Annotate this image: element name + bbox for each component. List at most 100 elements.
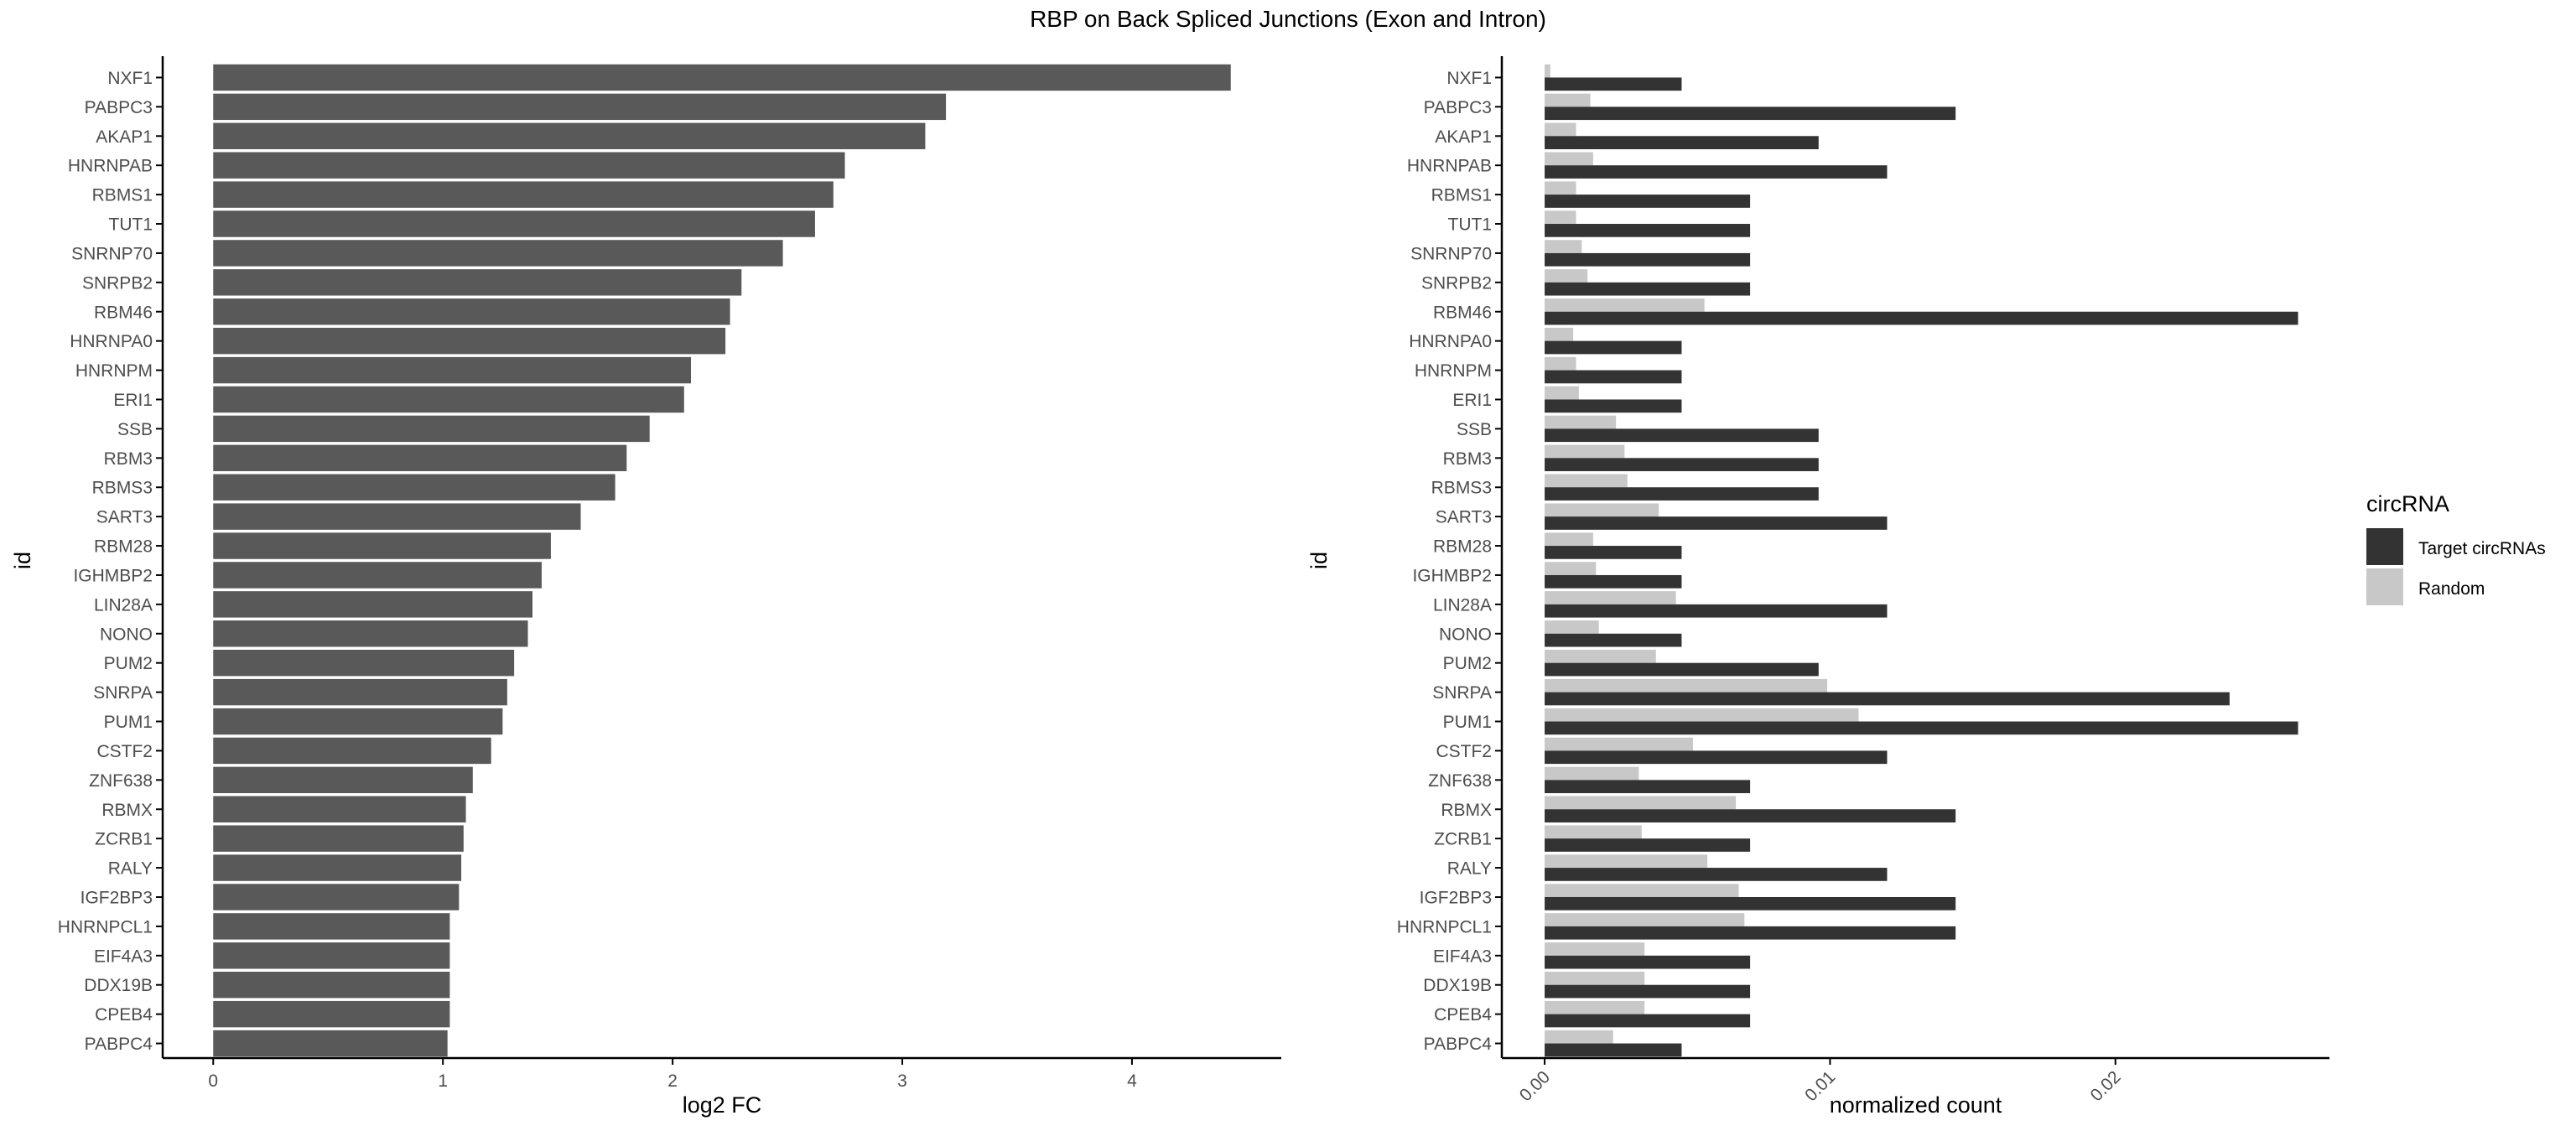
- left-y-tick-label: SNRPA: [93, 683, 153, 703]
- right-y-tick-label: NXF1: [1446, 69, 1492, 88]
- left-y-tick-label: HNRNPM: [75, 361, 153, 381]
- right-bar-random: [1545, 64, 1550, 78]
- left-y-tick-label: DDX19B: [84, 976, 153, 995]
- right-bar-target: [1545, 633, 1682, 647]
- right-bar-target: [1545, 106, 1956, 121]
- right-bar-target: [1545, 692, 2230, 706]
- right-bar-random: [1545, 913, 1745, 926]
- right-bar-target: [1545, 487, 1819, 501]
- right-y-tick-label: RBMS3: [1431, 479, 1492, 498]
- right-bar-random: [1545, 620, 1599, 634]
- left-y-axis-title: id: [10, 552, 35, 569]
- right-bar-target: [1545, 165, 1888, 179]
- left-bar: [213, 620, 528, 647]
- right-y-tick-label: PABPC3: [1424, 98, 1492, 117]
- left-bar: [213, 415, 650, 443]
- right-bar-target: [1545, 984, 1751, 999]
- right-y-tick-label: RBM28: [1433, 537, 1492, 557]
- right-bar-target: [1545, 195, 1751, 208]
- right-bar-random: [1545, 1030, 1613, 1044]
- left-y-tick-label: SART3: [96, 508, 153, 527]
- left-bar: [213, 269, 742, 296]
- left-bar: [213, 796, 466, 822]
- left-y-tick-label: IGHMBP2: [73, 566, 153, 585]
- right-y-tick-label: TUT1: [1448, 215, 1493, 235]
- left-y-tick-label: PABPC4: [85, 1035, 153, 1054]
- left-bar: [213, 649, 515, 677]
- left-bar: [213, 854, 462, 881]
- right-x-axis-title: normalized count: [1830, 1092, 2002, 1118]
- left-bar: [213, 240, 783, 267]
- right-bar-target: [1545, 750, 1888, 765]
- right-bar-random: [1545, 562, 1597, 575]
- right-y-tick-label: CPEB4: [1434, 1005, 1492, 1025]
- left-bar: [213, 942, 450, 969]
- left-x-tick-label: 0: [208, 1071, 218, 1091]
- right-bar-random: [1545, 474, 1628, 488]
- right-y-tick-label: IGF2BP3: [1420, 888, 1492, 907]
- right-bar-target: [1545, 546, 1682, 559]
- right-y-tick-label: LIN28A: [1433, 595, 1492, 615]
- left-bar: [213, 298, 730, 325]
- right-y-tick-label: HNRNPA0: [1409, 332, 1492, 351]
- left-bar: [213, 825, 464, 852]
- left-bar: [213, 1030, 448, 1057]
- right-bar-target: [1545, 809, 1956, 822]
- left-x-axis-title: log2 FC: [683, 1092, 762, 1118]
- right-y-tick-label: PUM2: [1443, 654, 1492, 673]
- right-bar-target: [1545, 780, 1751, 794]
- right-y-tick-label: CSTF2: [1436, 742, 1492, 761]
- right-bar-target: [1545, 1043, 1682, 1057]
- right-y-tick-label: SNRPB2: [1421, 273, 1492, 293]
- right-bar-target: [1545, 955, 1751, 969]
- right-bar-random: [1545, 1000, 1645, 1014]
- right-bar-random: [1545, 444, 1625, 459]
- legend: circRNA Target circRNAs Random: [2366, 491, 2546, 605]
- legend-label-random: Random: [2418, 579, 2485, 599]
- right-bar-random: [1545, 678, 1827, 693]
- right-bar-target: [1545, 1014, 1751, 1028]
- left-y-tick-label: RBMS3: [92, 479, 153, 498]
- right-bar-random: [1545, 884, 1739, 897]
- left-bar: [213, 386, 684, 413]
- right-y-tick-label: NONO: [1439, 625, 1492, 644]
- left-y-tick-label: RBM3: [104, 449, 153, 469]
- right-bar-random: [1545, 942, 1645, 956]
- left-y-tick-label: PABPC3: [85, 98, 153, 117]
- right-bar-target: [1545, 77, 1682, 91]
- right-y-tick-label: HNRNPCL1: [1397, 917, 1492, 936]
- right-bar-target: [1545, 662, 1819, 677]
- left-bar: [213, 591, 533, 618]
- right-y-tick-label: HNRNPM: [1415, 361, 1492, 381]
- right-bar-target: [1545, 428, 1819, 443]
- right-y-axis-title: id: [1306, 552, 1332, 569]
- legend-swatch-target: [2366, 528, 2403, 565]
- left-bar: [213, 210, 815, 237]
- left-y-tick-label: ZNF638: [89, 771, 153, 791]
- right-bar-random: [1545, 415, 1617, 429]
- right-bar-target: [1545, 311, 2298, 325]
- right-bar-target: [1545, 926, 1956, 940]
- left-y-tick-label: HNRNPAB: [68, 157, 153, 176]
- right-bar-random: [1545, 240, 1582, 253]
- left-bar: [213, 884, 460, 911]
- left-bar: [213, 708, 503, 735]
- left-y-tick-label: RBM46: [94, 303, 153, 322]
- left-bar: [213, 678, 507, 706]
- left-bar: [213, 327, 726, 355]
- left-y-tick-label: RALY: [108, 859, 153, 879]
- left-bar: [213, 356, 692, 384]
- right-y-tick-label: RALY: [1447, 859, 1492, 879]
- left-y-tick-label: CSTF2: [96, 742, 153, 761]
- left-bar: [213, 503, 581, 530]
- right-y-tick-label: ZCRB1: [1434, 830, 1492, 849]
- right-y-tick-label: RBM3: [1443, 449, 1492, 469]
- left-y-tick-label: RBM28: [94, 537, 153, 557]
- right-bar-random: [1545, 386, 1579, 400]
- left-y-tick-label: ZCRB1: [95, 830, 153, 849]
- right-bar-random: [1545, 356, 1576, 371]
- right-bar-target: [1545, 340, 1682, 355]
- right-bar-random: [1545, 503, 1659, 517]
- right-bar-target: [1545, 516, 1888, 530]
